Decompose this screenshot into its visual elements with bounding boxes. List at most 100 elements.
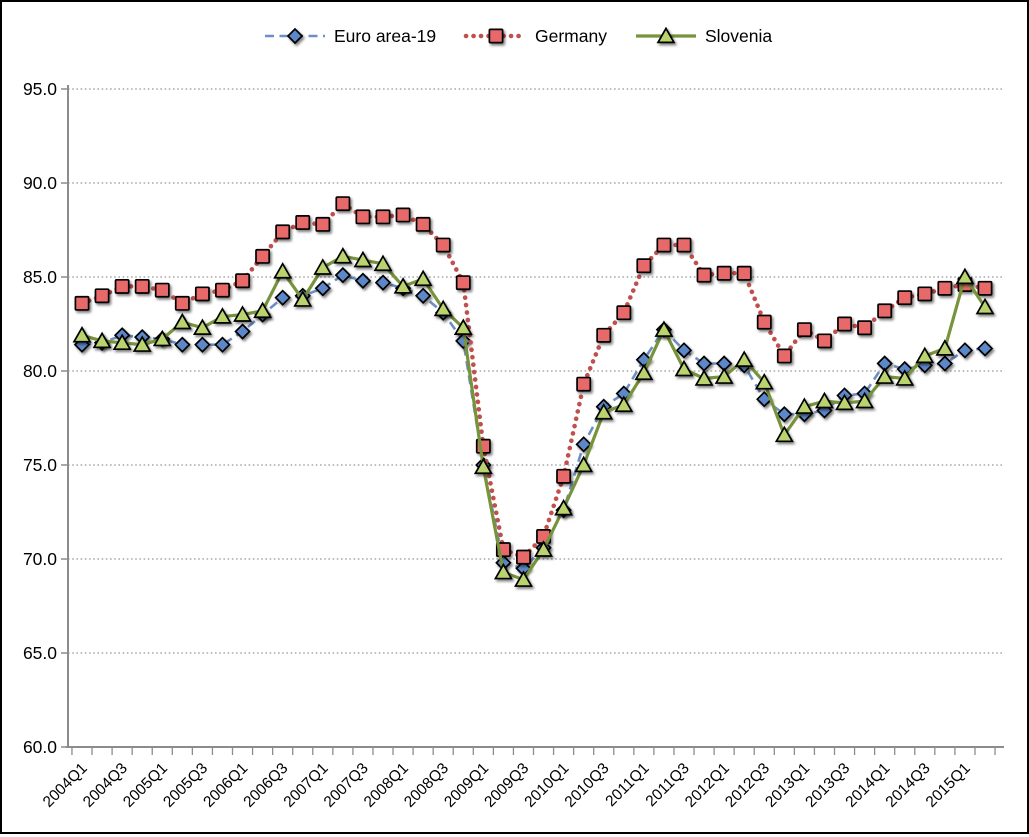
euro-area-19-data-point-marker — [776, 406, 793, 423]
euro-area-19-data-point-marker — [194, 336, 211, 353]
germany-data-point-marker — [596, 327, 612, 343]
germany-data-point-marker — [455, 275, 471, 291]
slovenia-data-point-marker — [654, 320, 674, 337]
germany-data-point-marker — [94, 288, 110, 304]
slovenia-data-point-marker — [213, 307, 232, 324]
germany-data-point-marker — [796, 322, 812, 338]
slovenia-data-point-marker — [433, 299, 453, 317]
slovenia-data-point-marker — [554, 498, 574, 516]
slovenia-data-point-marker — [393, 277, 413, 294]
germany-data-point-marker — [395, 207, 411, 223]
euro-area-19-data-point-marker — [575, 436, 592, 453]
germany-legend-label: Germany — [535, 26, 607, 46]
germany-data-point-marker — [415, 216, 431, 232]
germany-data-point-marker — [215, 282, 230, 298]
germany-data-point-marker — [656, 237, 672, 253]
euro-area-19-data-point-marker — [976, 340, 994, 357]
slovenia-data-point-marker — [152, 329, 172, 347]
slovenia-data-point-marker — [192, 318, 212, 336]
slovenia-legend-label: Slovenia — [705, 26, 772, 46]
germany-data-point-marker — [696, 267, 712, 283]
slovenia-data-point-marker — [895, 369, 915, 386]
slovenia-series-line — [81, 254, 987, 582]
euro-area-19-data-point-marker — [234, 323, 251, 340]
slovenia-data-point-marker — [815, 391, 834, 409]
slovenia-data-point-marker — [574, 455, 594, 473]
slovenia-data-point-marker — [373, 254, 393, 272]
y-axis-label: 85.0 — [23, 267, 57, 287]
germany-data-point-marker — [134, 278, 150, 294]
germany-data-point-marker — [556, 468, 572, 484]
germany-data-point-marker — [516, 549, 531, 565]
slovenia-data-point-marker — [313, 258, 333, 275]
germany-data-point-marker — [756, 314, 772, 330]
slovenia-data-point-marker — [754, 372, 774, 390]
euro-area-19-data-point-marker — [274, 289, 291, 306]
germany-data-point-marker — [576, 376, 592, 392]
slovenia-data-point-marker — [774, 425, 794, 443]
germany-data-point-marker — [255, 248, 271, 264]
germany-data-point-marker — [616, 305, 632, 321]
slovenia-data-point-marker — [293, 290, 313, 307]
y-axis-label: 90.0 — [23, 173, 57, 193]
slovenia-data-point-marker — [92, 331, 112, 349]
euro-area-19-data-point-marker — [675, 342, 693, 359]
slovenia-data-point-marker — [333, 247, 353, 264]
euro-area-19-data-point-marker — [374, 274, 392, 291]
germany-data-point-marker — [375, 209, 391, 225]
slovenia-data-point-marker — [413, 269, 433, 287]
euro-area-19-data-point-marker — [354, 272, 372, 289]
slovenia-data-point-marker — [594, 403, 614, 420]
germany-data-point-marker — [235, 273, 250, 289]
euro-area-19-data-point-marker — [214, 336, 231, 353]
slovenia-data-point-marker — [172, 312, 192, 330]
slovenia-data-point-marker — [253, 301, 273, 319]
y-axis-label: 95.0 — [23, 79, 57, 99]
germany-data-point-marker — [676, 237, 692, 253]
euro-area-19-data-point-marker — [956, 342, 974, 359]
slovenia-data-point-marker — [694, 369, 714, 386]
slovenia-data-point-marker — [273, 262, 293, 279]
slovenia-data-point-marker — [634, 363, 654, 381]
slovenia-data-point-marker — [734, 350, 754, 367]
germany-data-point-marker — [817, 333, 832, 349]
germany-series-line — [79, 200, 988, 560]
germany-data-point-marker — [335, 196, 351, 212]
slovenia-data-point-marker — [915, 346, 935, 364]
slovenia-legend-marker — [656, 26, 676, 44]
y-axis-label: 65.0 — [23, 643, 57, 663]
euro-area-19-data-point-marker — [314, 280, 332, 297]
slovenia-data-point-marker — [493, 562, 513, 580]
y-axis-label: 75.0 — [23, 455, 57, 475]
germany-data-point-marker — [355, 209, 371, 225]
euro-area-19-data-point-marker — [936, 355, 954, 372]
slovenia-data-point-marker — [112, 333, 132, 351]
germany-legend-marker — [488, 28, 504, 44]
slovenia-data-point-marker — [975, 297, 995, 315]
euro-area-19-data-point-marker — [695, 355, 713, 372]
germany-data-point-marker — [917, 286, 933, 302]
y-axis-label: 70.0 — [23, 549, 57, 569]
slovenia-data-point-marker — [875, 367, 895, 384]
germany-data-point-marker — [716, 265, 732, 281]
y-axis-label: 80.0 — [23, 361, 57, 381]
x-axis-label: 2010Q3 — [562, 760, 613, 811]
x-axis-label: 2011Q1 — [602, 760, 652, 810]
euro-area-19-data-point-marker — [414, 287, 432, 305]
germany-data-point-marker — [897, 290, 913, 306]
euro-area-19-data-point-marker — [334, 266, 352, 284]
germany-data-point-marker — [636, 258, 652, 274]
slovenia-data-point-marker — [353, 250, 373, 268]
slovenia-data-point-marker — [955, 267, 975, 285]
germany-data-point-marker — [977, 280, 993, 296]
slovenia-data-point-marker — [72, 325, 92, 343]
slovenia-data-point-marker — [794, 397, 814, 414]
slovenia-data-point-marker — [233, 305, 252, 322]
germany-data-point-marker — [194, 286, 210, 302]
euro-area-19-legend-label: Euro area-19 — [334, 26, 436, 46]
slovenia-data-point-marker — [935, 339, 955, 356]
slovenia-data-point-marker — [473, 457, 493, 475]
germany-data-point-marker — [295, 215, 311, 230]
